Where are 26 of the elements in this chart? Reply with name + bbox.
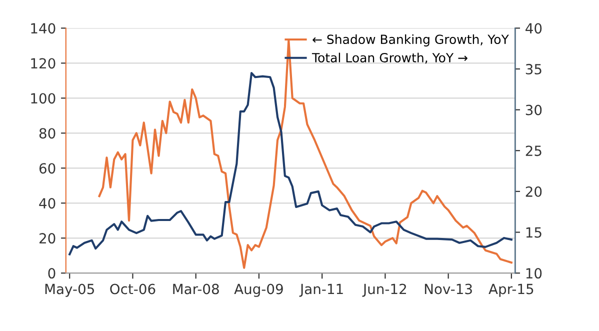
- y-tick-label: 140: [31, 23, 56, 34]
- x-tick-label: Jan-11: [299, 284, 343, 297]
- y-tick-label: 0: [48, 268, 56, 279]
- y-tick-label: 80: [39, 128, 56, 139]
- x-tick-label: Oct-06: [110, 284, 156, 294]
- x-tick-label: Aug-09: [234, 284, 283, 297]
- y2-tick-label: 35: [526, 64, 542, 74]
- line-series: [68, 72, 512, 256]
- y-tick-label: 20: [40, 233, 56, 244]
- y-tick-label: 40: [39, 198, 56, 209]
- x-tick-label: May-05: [45, 284, 94, 297]
- y2-tick-label: 40: [526, 23, 542, 34]
- y2-tick-label: 20: [526, 186, 542, 197]
- y2-tick-label: 25: [526, 146, 542, 156]
- y-tick-label: 60: [39, 163, 56, 174]
- x-tick-label: Mar-08: [173, 284, 219, 294]
- x-tick-label: Apr-15: [488, 284, 534, 297]
- x-tick-label: Nov-13: [424, 284, 472, 294]
- y2-tick-label: 30: [526, 104, 542, 116]
- legend-label: Total Loan Growth, YoY →: [312, 52, 468, 64]
- y-tick-label: 120: [31, 58, 56, 69]
- y2-tick-label: 15: [526, 227, 542, 238]
- x-tick-label: Jun-12: [362, 284, 406, 297]
- y2-tick-label: 10: [526, 268, 542, 279]
- legend-label: ← Shadow Banking Growth, YoY: [312, 34, 509, 46]
- y-tick-label: 100: [31, 93, 56, 104]
